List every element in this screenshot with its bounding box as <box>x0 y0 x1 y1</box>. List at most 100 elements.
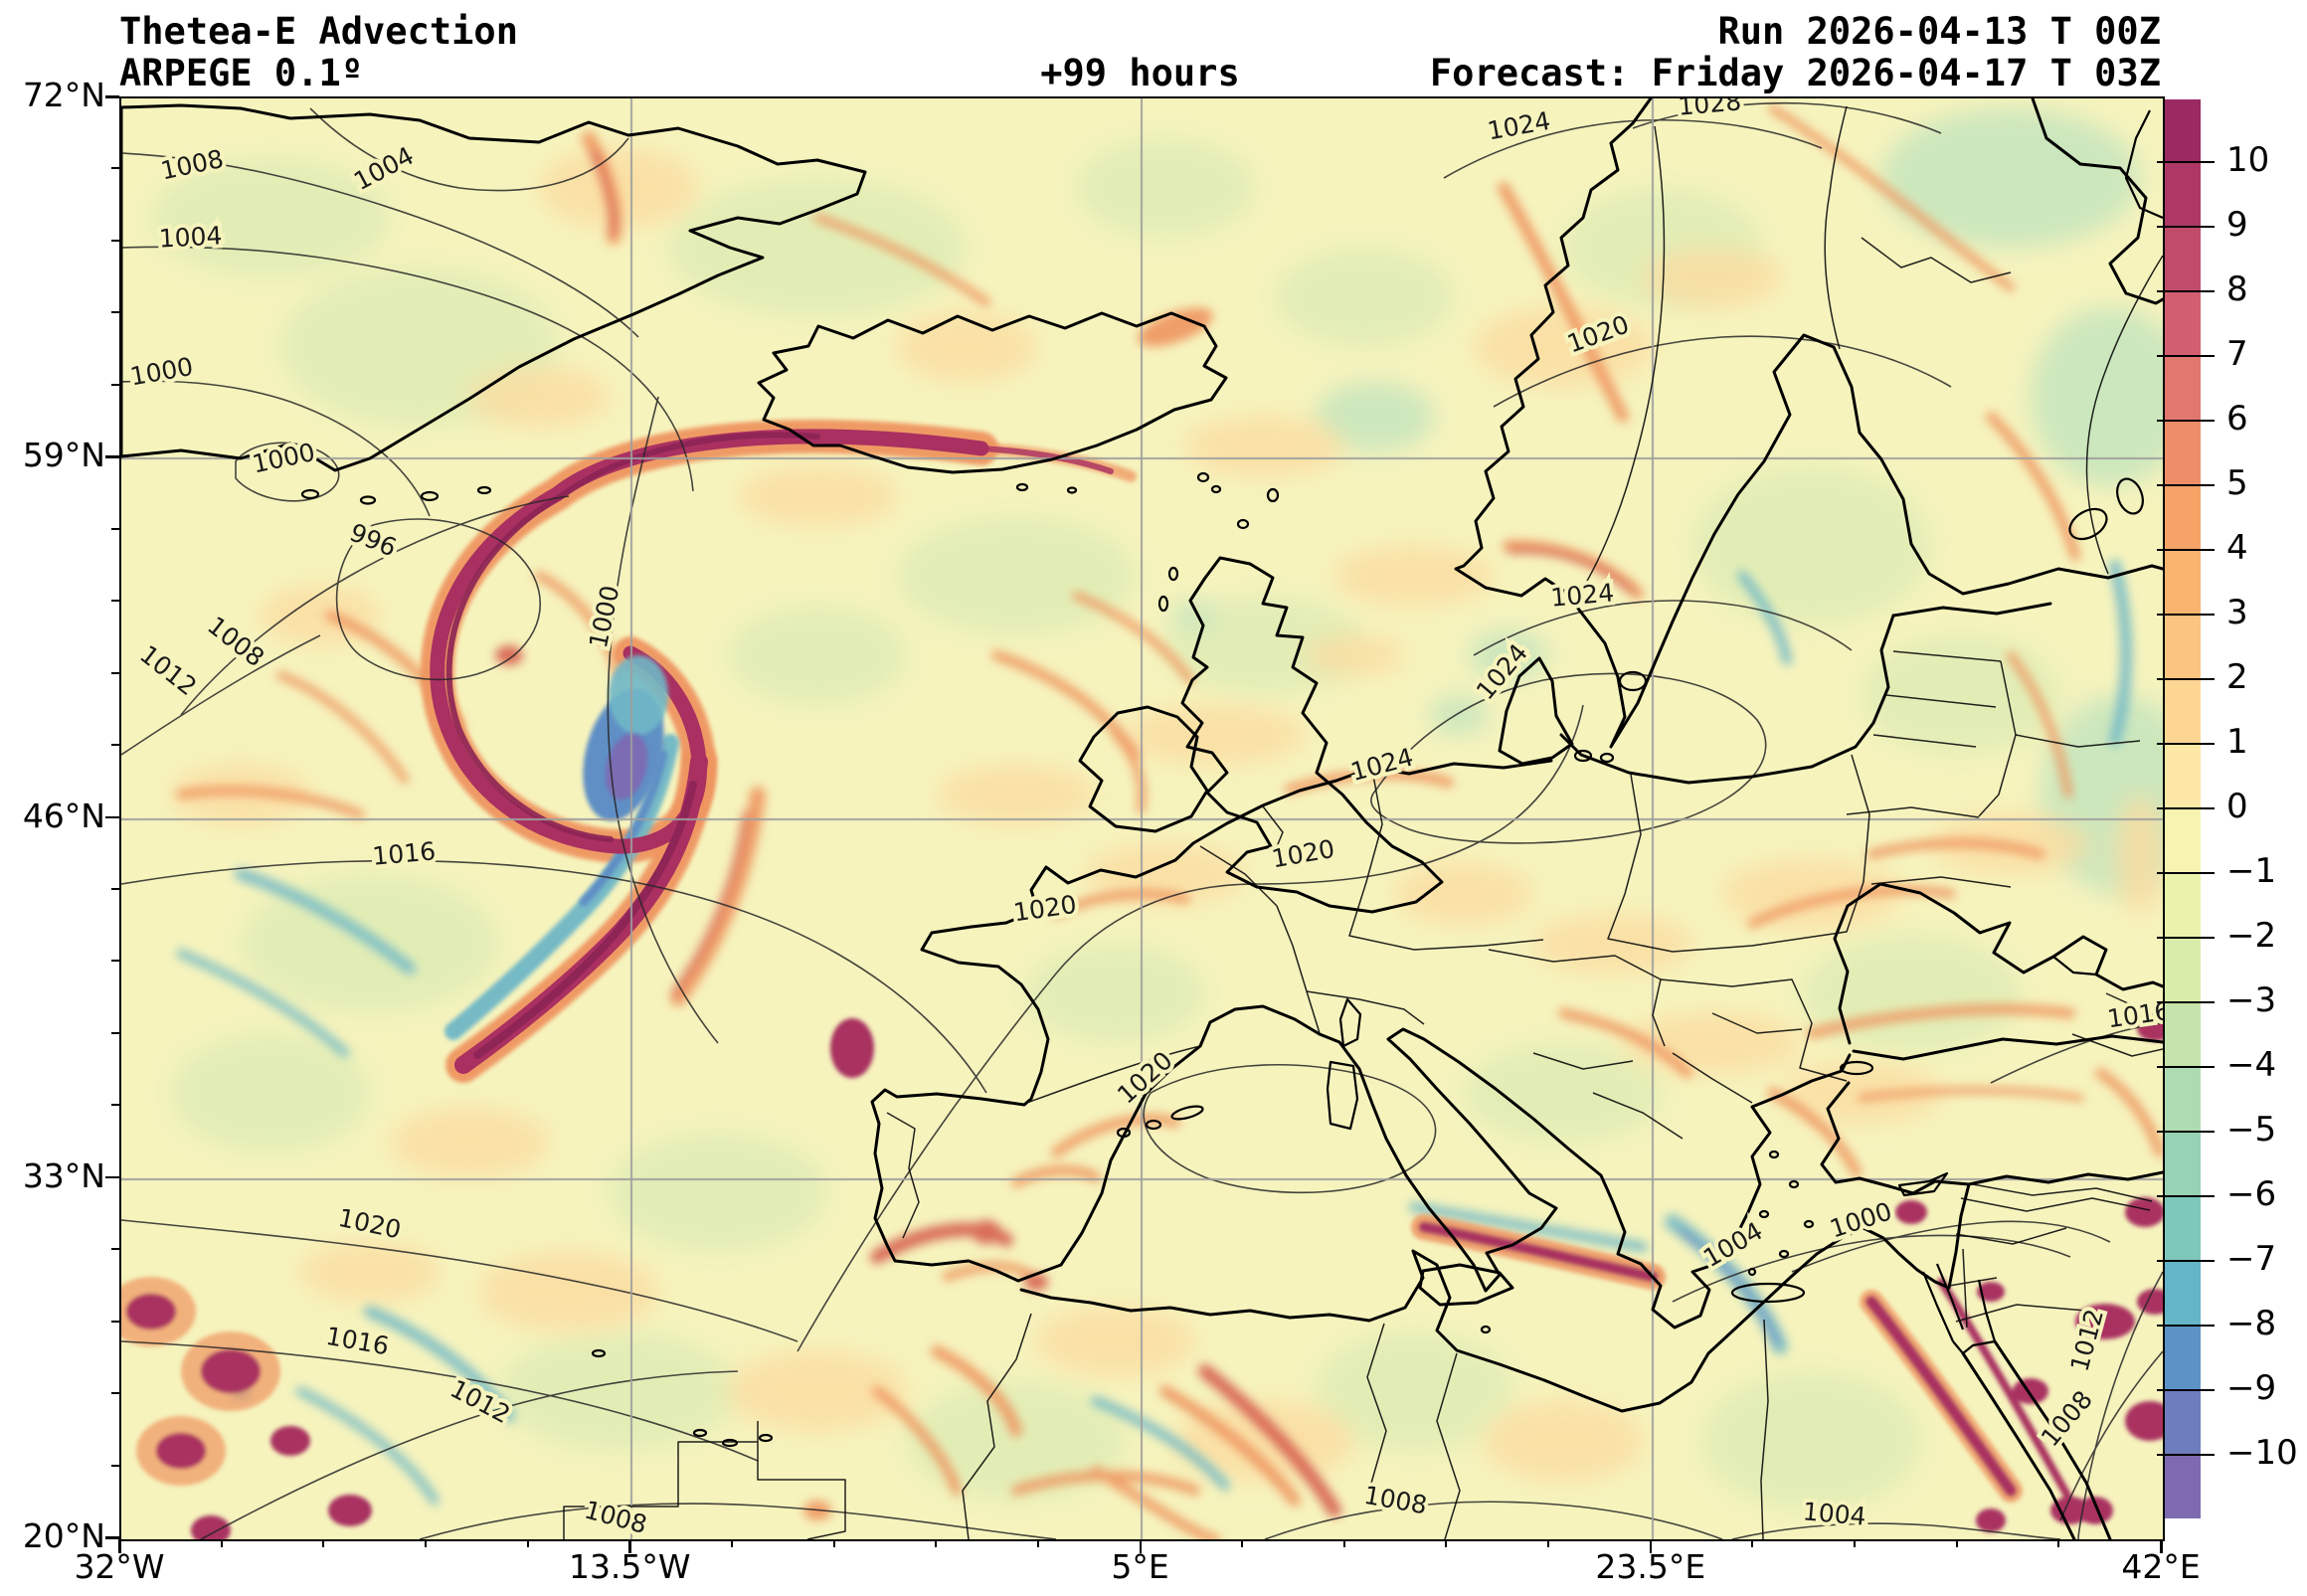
country-borders <box>563 105 2163 1539</box>
y-tick-minor <box>111 744 119 747</box>
y-tick-minor <box>111 671 119 674</box>
isobar-label: 1000 <box>584 583 625 650</box>
isobar-label: 1024 <box>1486 106 1553 146</box>
y-tick-minor <box>111 1248 119 1251</box>
isobar-label: 1016 <box>324 1322 392 1361</box>
y-tick-label: 59°N <box>22 436 105 475</box>
isobar-label: 1024 <box>1549 578 1615 612</box>
colorbar-tick-label: −1 <box>2226 851 2277 891</box>
y-tick-label: 72°N <box>22 76 105 114</box>
x-tick-minor <box>1854 1539 1857 1547</box>
colorbar-tick-label: 3 <box>2226 593 2248 632</box>
colorbar-tick-label: 0 <box>2226 787 2248 826</box>
x-tick-major <box>628 1539 631 1553</box>
colorbar-tick <box>2157 549 2215 551</box>
x-tick-minor <box>935 1539 938 1547</box>
y-tick-minor <box>111 960 119 963</box>
colorbar-tick <box>2157 1066 2215 1068</box>
isobar-label: 1028 <box>1677 98 1742 121</box>
colorbar-segment <box>2165 1067 2201 1132</box>
y-tick-minor <box>111 383 119 386</box>
x-tick-minor <box>2057 1539 2060 1547</box>
colorbar-tick <box>2157 678 2215 680</box>
x-tick-minor <box>424 1539 427 1547</box>
x-tick-major <box>2160 1539 2163 1553</box>
lead-time-label: +99 hours <box>1040 52 1240 94</box>
colorbar-tick-label: 10 <box>2226 140 2270 180</box>
colorbar-segment <box>2165 162 2201 227</box>
colorbar-segment <box>2165 291 2201 356</box>
x-tick-label: 42°E <box>2121 1547 2201 1586</box>
forecast-label: Forecast: Friday 2026-04-17 T 03Z <box>1429 52 2161 94</box>
isobar-label: 1000 <box>128 352 196 392</box>
isobar-label: 1012 <box>134 639 202 701</box>
colorbar-segment <box>2165 421 2201 485</box>
colorbar-tick <box>2157 484 2215 486</box>
y-tick-label: 46°N <box>22 796 105 835</box>
colorbar-tick <box>2157 937 2215 939</box>
isobar-label: 1008 <box>1362 1481 1430 1520</box>
y-tick-minor <box>111 1392 119 1395</box>
colorbar-tick <box>2157 161 2215 163</box>
colorbar-segment <box>2165 744 2201 808</box>
y-tick-major <box>105 815 119 818</box>
isobar-label: 1008 <box>582 1496 650 1539</box>
x-tick-major <box>1649 1539 1653 1553</box>
y-tick-major <box>105 95 119 98</box>
x-tick-label: 13.5°W <box>568 1547 691 1586</box>
colorbar-tick <box>2157 807 2215 809</box>
colorbar-tick-label: 5 <box>2226 463 2248 503</box>
colorbar-segment <box>2165 679 2201 744</box>
isobar-label: 1000 <box>250 438 317 479</box>
isobar-label: 1000 <box>1827 1196 1895 1243</box>
gridlines <box>121 98 2163 1539</box>
x-tick-major <box>1139 1539 1142 1553</box>
y-tick-major <box>105 1175 119 1179</box>
y-tick-minor <box>111 1031 119 1034</box>
colorbar-tick <box>2157 1001 2215 1003</box>
y-tick-minor <box>111 1104 119 1107</box>
y-tick-minor <box>111 239 119 242</box>
colorbar-tick <box>2157 290 2215 292</box>
y-tick-minor <box>111 527 119 530</box>
x-tick-minor <box>1342 1539 1345 1547</box>
map-plot-area: 1008 1004 1004 1000 1000 996 1000 1008 1012 1016 1… <box>119 96 2165 1541</box>
colorbar-segment <box>2165 99 2201 162</box>
colorbar-tick-label: −6 <box>2226 1174 2277 1214</box>
x-tick-minor <box>1036 1539 1039 1547</box>
x-tick-minor <box>1751 1539 1754 1547</box>
colorbar-segment <box>2165 1196 2201 1261</box>
isobar-label: 1024 <box>1347 743 1416 787</box>
colorbar-tick <box>2157 1454 2215 1456</box>
colorbar-tick-label: 4 <box>2226 528 2248 568</box>
isobar-label: 996 <box>346 518 401 563</box>
colorbar-segment <box>2165 1455 2201 1518</box>
y-tick-label: 33°N <box>22 1155 105 1195</box>
colorbar-segment <box>2165 615 2201 679</box>
y-tick-minor <box>111 1464 119 1467</box>
isobar-label: 1012 <box>2065 1306 2109 1374</box>
colorbar-segment <box>2165 227 2201 291</box>
colorbar-tick <box>2157 614 2215 616</box>
colorbar-tick <box>2157 1131 2215 1133</box>
advection-field <box>121 104 2163 1539</box>
y-tick-label: 20°N <box>22 1516 105 1555</box>
colorbar-tick-label: 9 <box>2226 205 2248 245</box>
advection-map: 1008 100410041000100099610001008101210161… <box>121 98 2163 1539</box>
colorbar-tick <box>2157 743 2215 745</box>
colorbar-tick-label: 1 <box>2226 722 2248 762</box>
colorbar-segment <box>2165 1390 2201 1455</box>
colorbar-segment <box>2165 873 2201 938</box>
isobar-label: 1016 <box>371 836 437 870</box>
y-tick-minor <box>111 600 119 603</box>
y-tick-minor <box>111 311 119 314</box>
colorbar-tick-label: −4 <box>2226 1045 2277 1085</box>
colorbar-tick-label: 6 <box>2226 399 2248 439</box>
colorbar-tick-label: −10 <box>2226 1433 2298 1473</box>
isobar-label: 1020 <box>1011 890 1078 928</box>
x-tick-label: 32°W <box>74 1547 165 1586</box>
isobar-contours <box>121 101 2163 1539</box>
run-label: Run 2026-04-13 T 00Z <box>1717 10 2161 53</box>
colorbar-segment <box>2165 550 2201 615</box>
x-tick-minor <box>526 1539 529 1547</box>
